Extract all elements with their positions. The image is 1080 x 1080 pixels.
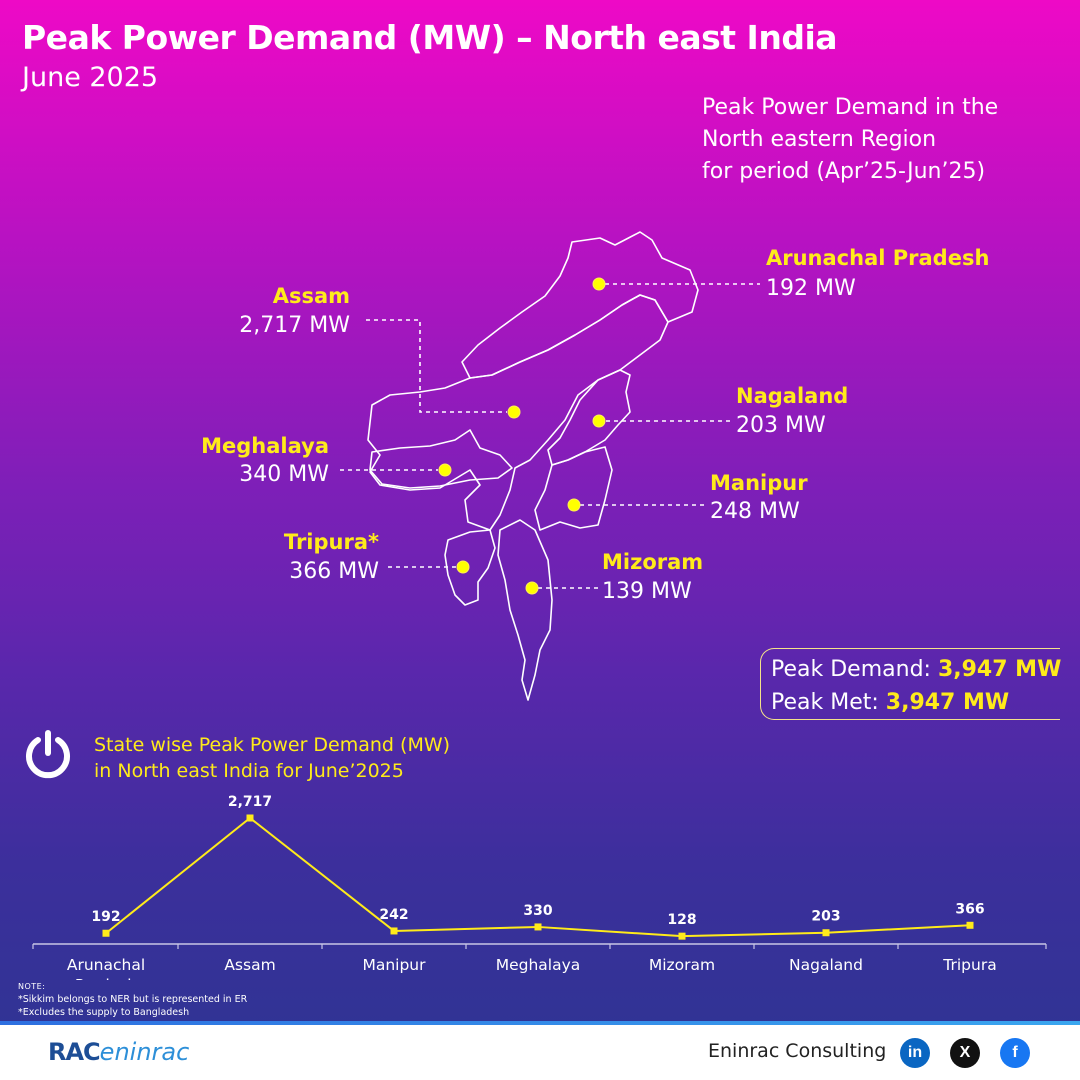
page-subtitle: June 2025 [22, 62, 159, 93]
data-points [102, 814, 974, 940]
peak-demand-row: Peak Demand: 3,947 MW [771, 653, 1062, 686]
marker-arunachal-pradesh [592, 277, 606, 291]
state-markers [438, 277, 606, 595]
chart-title-line-2: in North east India for June’2025 [94, 760, 404, 782]
peak-met-label: Peak Met: [771, 690, 886, 715]
marker-mizoram [525, 581, 539, 595]
brand-logo: RACeninrac [48, 1038, 189, 1066]
x-tick-label: Tripura [942, 956, 996, 974]
data-label: 128 [667, 912, 696, 928]
state-name-arunachal-pradesh: Arunachal Pradesh [766, 246, 990, 270]
data-point [534, 923, 542, 931]
line-chart: 192 2,717 242 330 128 203 366 ArunachalPradesh… [32, 794, 1047, 980]
brand-logo-eninrac: eninrac [99, 1038, 190, 1066]
data-label: 203 [811, 909, 840, 925]
state-name-meghalaya: Meghalaya [201, 434, 329, 458]
chart-title-line-1: State wise Peak Power Demand (MW) [94, 734, 451, 756]
footer-divider [0, 1021, 1080, 1025]
data-label: 330 [523, 903, 552, 919]
x-axis-ticks [32, 944, 1047, 949]
summary-box: Peak Demand: 3,947 MW Peak Met: 3,947 MW [760, 648, 1062, 720]
state-value-nagaland: 203 MW [736, 413, 826, 438]
page-title: Peak Power Demand (MW) – North east Indi… [22, 18, 838, 57]
outline-manipur [534, 446, 613, 531]
outline-meghalaya [369, 429, 513, 489]
chart-title: State wise Peak Power Demand (MW) in Nor… [94, 732, 514, 784]
data-label: 192 [91, 909, 120, 925]
state-name-mizoram: Mizoram [602, 550, 704, 574]
state-name-tripura: Tripura* [283, 530, 379, 554]
data-label: 242 [379, 907, 408, 923]
outline-arunachal-pradesh [461, 231, 699, 379]
peak-met-row: Peak Met: 3,947 MW [771, 686, 1060, 719]
state-value-meghalaya: 340 MW [239, 462, 329, 487]
state-value-manipur: 248 MW [710, 499, 800, 524]
x-tick-label: Meghalaya [496, 956, 581, 974]
x-tick-label: Nagaland [789, 956, 863, 974]
state-outlines [367, 231, 699, 701]
marker-tripura [456, 560, 470, 574]
notes: NOTE: *Sikkim belongs to NER but is repr… [18, 980, 247, 1019]
brand-logo-rac: RAC [48, 1038, 101, 1066]
marker-nagaland [592, 414, 606, 428]
state-name-manipur: Manipur [710, 471, 808, 495]
note-line-2: *Excludes the supply to Bangladesh [18, 1007, 190, 1018]
note-line-1: *Sikkim belongs to NER but is represente… [18, 994, 248, 1005]
company-name: Eninrac Consulting [708, 1040, 887, 1062]
peak-demand-label: Peak Demand: [771, 657, 938, 682]
leader-lines [340, 283, 760, 589]
peak-demand-value: 3,947 MW [937, 657, 1062, 682]
linkedin-icon[interactable]: in [900, 1038, 930, 1068]
x-tick-label: Manipur [362, 956, 426, 974]
outline-tripura [444, 529, 496, 606]
outline-mizoram [497, 519, 553, 701]
period-description: Peak Power Demand in the North eastern R… [702, 92, 1062, 188]
state-name-assam: Assam [272, 284, 350, 308]
data-labels: 192 2,717 242 330 128 203 366 [91, 794, 984, 928]
outline-assam [367, 294, 669, 531]
notes-label: NOTE: [18, 982, 46, 991]
facebook-icon[interactable]: f [1000, 1038, 1030, 1068]
period-line-2: North eastern Region [702, 127, 937, 152]
power-icon [26, 730, 70, 779]
data-point [966, 921, 974, 929]
marker-assam [507, 405, 521, 419]
state-value-arunachal-pradesh: 192 MW [766, 276, 856, 301]
state-value-tripura: 366 MW [289, 559, 379, 584]
x-tick-label: Assam [224, 956, 275, 974]
period-line-3: for period (Apr’25-Jun’25) [702, 159, 986, 184]
data-point [246, 814, 254, 822]
state-value-mizoram: 139 MW [602, 579, 692, 604]
state-name-nagaland: Nagaland [736, 384, 849, 408]
data-label: 366 [955, 901, 984, 917]
data-point [390, 927, 398, 935]
marker-manipur [567, 498, 581, 512]
data-point [822, 929, 830, 937]
x-tick-label: Mizoram [649, 956, 715, 974]
period-line-1: Peak Power Demand in the [702, 95, 999, 120]
state-value-assam: 2,717 MW [239, 313, 350, 338]
data-label: 2,717 [228, 794, 272, 810]
leader-assam [366, 319, 507, 413]
peak-met-value: 3,947 MW [885, 690, 1010, 715]
marker-meghalaya [438, 463, 452, 477]
data-point [102, 929, 110, 937]
x-twitter-icon[interactable]: X [950, 1038, 980, 1068]
data-point [678, 932, 686, 940]
